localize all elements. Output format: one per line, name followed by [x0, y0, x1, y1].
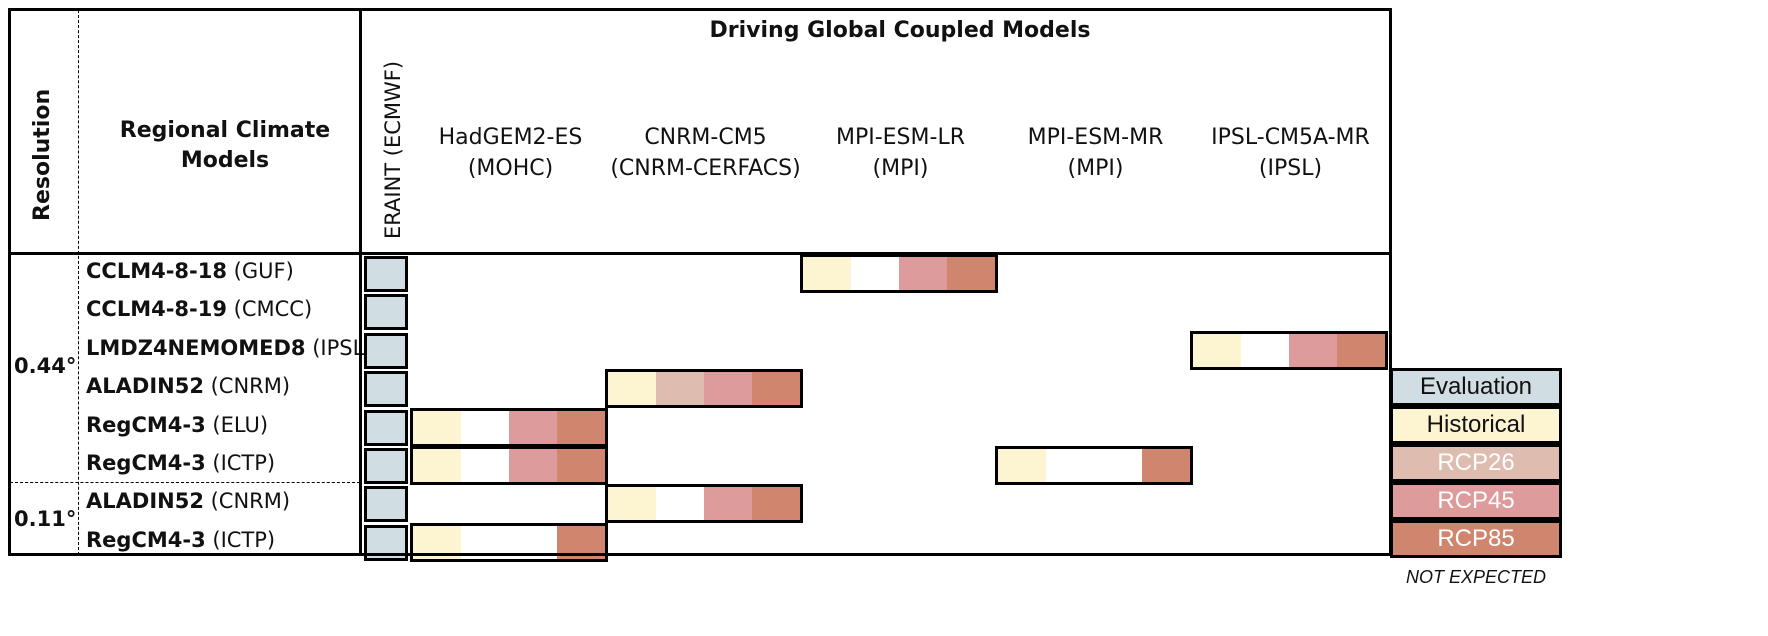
scenario-cell — [704, 487, 752, 521]
grid-line — [8, 8, 1392, 11]
rcm-institution: (GUF) — [226, 259, 294, 283]
rcm-header: Regional Climate Models — [119, 118, 331, 173]
simulation-block — [995, 446, 1193, 485]
resolution-label: 0.11° — [14, 507, 77, 531]
scenario-cell — [851, 257, 899, 290]
scenario-cell — [704, 372, 752, 406]
scenario-cell — [803, 257, 851, 290]
gcm-name: MPI-ESM-LR — [835, 125, 965, 150]
legend-item: NOT EXPECTED — [1390, 558, 1562, 596]
scenario-cell — [1094, 449, 1142, 482]
rcm-name: RegCM4-3 — [86, 527, 206, 552]
evaluation-cell — [364, 294, 408, 331]
simulation-block — [800, 254, 998, 293]
legend-item: Evaluation — [1390, 368, 1562, 406]
simulation-block — [1190, 330, 1388, 370]
grid-line — [10, 482, 360, 483]
scenario-cell — [1337, 333, 1385, 367]
scenario-cell — [413, 449, 461, 482]
simulation-block — [605, 369, 803, 409]
scenario-cell — [1142, 449, 1190, 482]
gcm-institution: (IPSL) — [1258, 156, 1323, 181]
simulation-block — [410, 407, 608, 447]
evaluation-cell — [364, 486, 408, 523]
grid-line — [8, 252, 1392, 255]
rcm-label: CCLM4-8-18 (GUF) — [86, 259, 294, 283]
resolution-label: 0.44° — [14, 354, 77, 378]
eraint-header: ERAINT (ECMWF) — [381, 60, 405, 239]
rcm-name: CCLM4-8-19 — [86, 297, 227, 322]
scenario-cell — [656, 487, 704, 521]
scenario-cell — [1289, 333, 1337, 367]
gcm-name: CNRM-CM5 — [644, 125, 767, 150]
rcm-name: ALADIN52 — [86, 374, 204, 399]
grid-line — [78, 10, 79, 555]
scenario-cell — [413, 410, 461, 444]
rcm-name: CCLM4-8-18 — [86, 259, 227, 283]
gcm-institution: (MPI) — [1067, 156, 1124, 181]
legend-item: RCP45 — [1390, 482, 1562, 520]
scenario-cell — [608, 487, 656, 521]
simulation-block — [410, 446, 608, 485]
evaluation-cell — [364, 409, 408, 446]
rcm-institution: (CNRM) — [203, 489, 291, 514]
gcm-name: HadGEM2-ES — [438, 125, 583, 150]
scenario-cell — [752, 372, 800, 406]
legend-item: RCP26 — [1390, 444, 1562, 482]
scenario-cell — [461, 449, 509, 482]
rcm-institution: (ICTP) — [205, 451, 276, 475]
gcm-institution: (CNRM-CERFACS) — [610, 156, 801, 181]
rcm-label: RegCM4-3 (ICTP) — [86, 451, 275, 475]
rcm-label: RegCM4-3 (ELU) — [86, 413, 268, 437]
scenario-cell — [899, 257, 947, 290]
gcm-institution: (MOHC) — [467, 156, 554, 181]
rcm-institution: (CMCC) — [226, 297, 313, 322]
simulation-block — [605, 484, 803, 524]
rcm-institution: (ELU) — [205, 412, 269, 437]
grid-line — [8, 553, 1392, 556]
scenario-cell — [608, 372, 656, 406]
rcm-label: CCLM4-8-19 (CMCC) — [86, 297, 312, 321]
scenario-cell — [656, 372, 704, 406]
rcm-institution: (IPSL) — [305, 335, 373, 360]
rcm-institution: (ICTP) — [205, 527, 276, 552]
scenario-cell — [1193, 333, 1241, 367]
gcm-institution: (MPI) — [872, 156, 929, 181]
rcm-name: LMDZ4NEMOMED8 — [86, 335, 306, 360]
scenario-cell — [1046, 449, 1094, 482]
rcm-name: RegCM4-3 — [86, 412, 206, 437]
grid-line — [359, 8, 362, 556]
scenario-cell — [509, 410, 557, 444]
legend-item: RCP85 — [1390, 520, 1562, 558]
rcm-label: ALADIN52 (CNRM) — [86, 489, 290, 513]
scenario-cell — [752, 487, 800, 521]
rcm-label: ALADIN52 (CNRM) — [86, 374, 290, 398]
legend-item: Historical — [1390, 406, 1562, 444]
evaluation-cell — [364, 448, 408, 484]
gcm-name: MPI-ESM-MR — [1027, 125, 1164, 150]
scenario-cell — [557, 449, 605, 482]
resolution-header: Resolution — [30, 88, 55, 221]
evaluation-cell — [364, 256, 408, 292]
rcm-label: RegCM4-3 (ICTP) — [86, 528, 275, 552]
rcm-label: LMDZ4NEMOMED8 (IPSL) — [86, 336, 372, 360]
driving-gcm-header: Driving Global Coupled Models — [709, 18, 1091, 43]
rcm-name: RegCM4-3 — [86, 451, 206, 475]
scenario-cell — [1241, 333, 1289, 367]
scenario-cell — [461, 410, 509, 444]
scenario-cell — [557, 410, 605, 444]
evaluation-cell — [364, 332, 408, 369]
scenario-cell — [998, 449, 1046, 482]
gcm-name: IPSL-CM5A-MR — [1211, 125, 1370, 150]
scenario-cell — [947, 257, 995, 290]
rcm-institution: (CNRM) — [203, 374, 291, 399]
scenario-cell — [509, 449, 557, 482]
rcm-name: ALADIN52 — [86, 489, 204, 514]
grid-line — [1389, 8, 1392, 556]
grid-line — [8, 8, 11, 556]
evaluation-cell — [364, 371, 408, 408]
